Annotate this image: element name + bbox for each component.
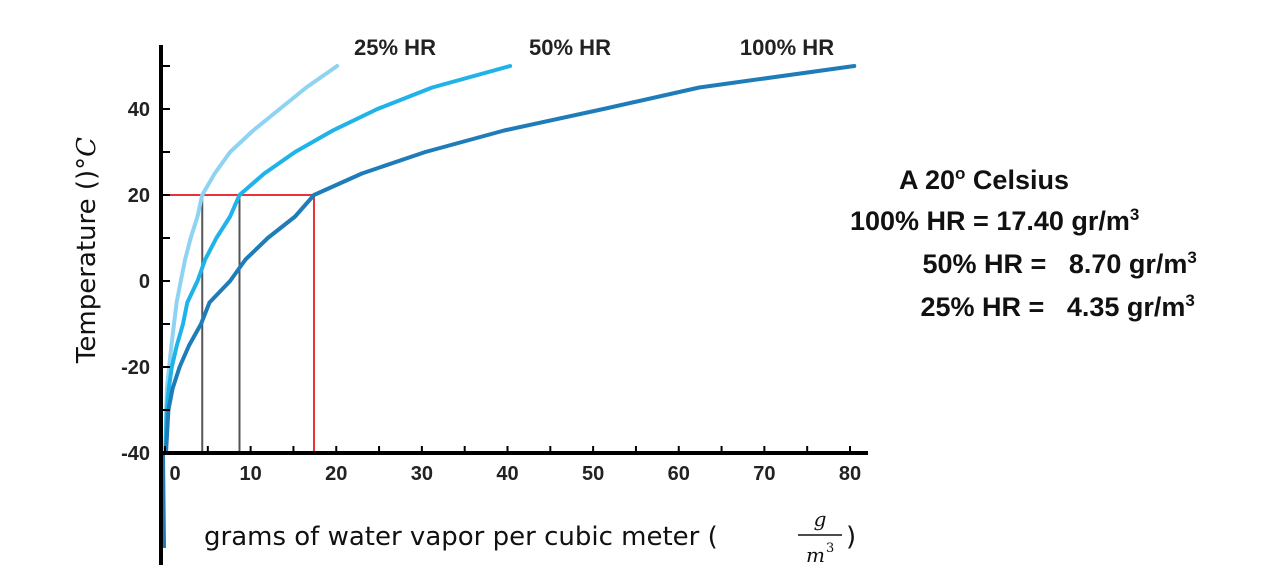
x-tick-label: 0 bbox=[169, 463, 180, 485]
info-row-25: 25% HR = 4.35 gr/m3 bbox=[868, 282, 1232, 322]
x-axis-title: grams of water vapor per cubic meter ( bbox=[204, 522, 718, 552]
info-title-degree: o bbox=[955, 164, 965, 183]
x-axis-unit-exponent: 3 bbox=[826, 541, 834, 556]
series-line-25-hr bbox=[163, 64, 340, 455]
series-line-50-hr bbox=[163, 64, 513, 455]
series-tail bbox=[161, 452, 166, 549]
x-tick-label: 20 bbox=[325, 463, 347, 485]
series-lines bbox=[161, 64, 857, 549]
info-row-25-label: 25% HR = 4.35 gr/m bbox=[921, 292, 1186, 322]
info-title-rest: Celsius bbox=[965, 165, 1069, 195]
info-row-50: 50% HR = 8.70 gr/m3 bbox=[870, 239, 1234, 279]
x-tick-label: 60 bbox=[668, 463, 690, 485]
info-title-text: A 20 bbox=[899, 165, 955, 195]
x-axis-unit-denominator: m bbox=[806, 543, 825, 567]
info-row-50-label: 50% HR = 8.70 gr/m bbox=[923, 249, 1188, 279]
info-title: A 20o Celsius bbox=[899, 164, 1069, 195]
y-tick-label: 40 bbox=[128, 99, 150, 121]
x-tick-label: 10 bbox=[240, 463, 262, 485]
y-tick-label: 20 bbox=[128, 185, 150, 207]
y-tick-label: -20 bbox=[121, 357, 150, 379]
x-tick-label: 50 bbox=[582, 463, 604, 485]
y-axis-unit: C bbox=[72, 137, 102, 157]
x-tick-label: 40 bbox=[496, 463, 518, 485]
x-tick-label: 70 bbox=[753, 463, 775, 485]
x-tick-label: 30 bbox=[411, 463, 433, 485]
y-axis-title-text: Temperature ()° bbox=[72, 157, 102, 364]
info-row-50-exp: 3 bbox=[1187, 248, 1196, 267]
x-tick-label: 80 bbox=[839, 463, 861, 485]
info-row-100: 100% HR = 17.40 gr/m3 bbox=[850, 205, 1139, 236]
series-label: 100% HR bbox=[740, 35, 834, 60]
info-block: A 20o Celsius 100% HR = 17.40 gr/m3 50% … bbox=[850, 164, 1234, 322]
y-tick-label: 0 bbox=[139, 271, 150, 293]
x-axis-title-close: ) bbox=[846, 522, 856, 552]
series-label: 50% HR bbox=[529, 35, 611, 60]
series-label: 25% HR bbox=[354, 35, 436, 60]
series-line-100-hr bbox=[164, 64, 857, 455]
series-labels: 25% HR 50% HR 100% HR bbox=[354, 35, 834, 60]
x-axis-unit-numerator: g bbox=[814, 507, 827, 531]
info-row-25-exp: 3 bbox=[1185, 291, 1194, 310]
info-row-100-label: 100% HR = 17.40 gr/m bbox=[850, 206, 1130, 236]
tick-marks bbox=[161, 65, 851, 454]
info-row-100-exp: 3 bbox=[1130, 205, 1139, 224]
y-axis-title: Temperature ()°C bbox=[72, 137, 102, 364]
tick-labels: 0 10 20 30 40 50 60 70 80 40 20 0 -20 -40 bbox=[121, 99, 861, 485]
y-tick-label: -40 bbox=[121, 443, 150, 465]
